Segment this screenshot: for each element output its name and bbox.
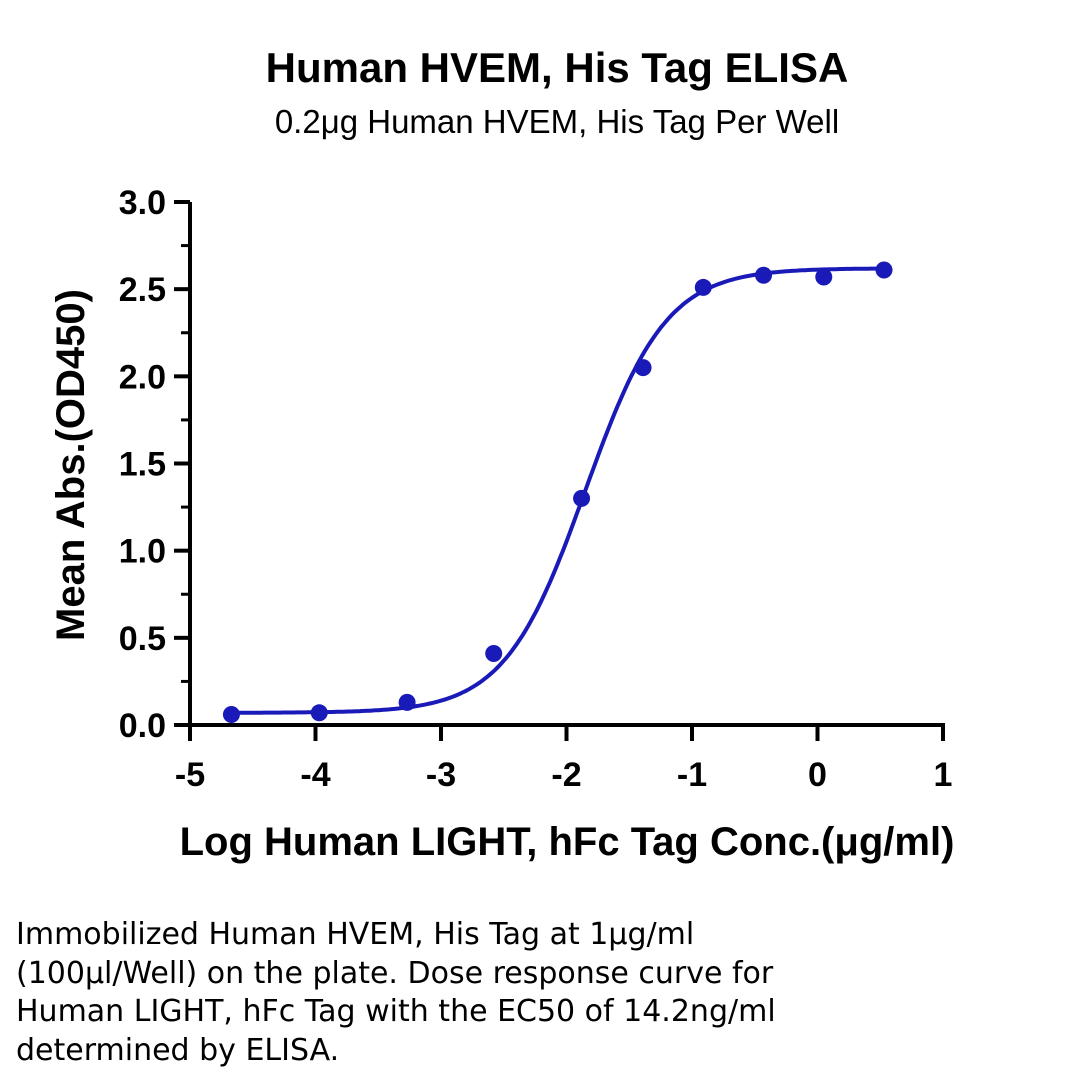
caption-line-3: Human LIGHT, hFc Tag with the EC50 of 14… xyxy=(16,994,776,1029)
data-point xyxy=(222,706,240,724)
caption: Immobilized Human HVEM, His Tag at 1μg/m… xyxy=(16,916,1046,1070)
data-point xyxy=(694,278,712,296)
x-axis-label: Log Human LIGHT, hFc Tag Conc.(μg/ml) xyxy=(180,820,955,864)
caption-line-4: determined by ELISA. xyxy=(16,1032,340,1068)
y-tick-label: 2.5 xyxy=(119,271,166,309)
fit-curve xyxy=(231,266,884,715)
data-point xyxy=(310,704,328,722)
y-tick-label: 1.0 xyxy=(119,533,166,571)
y-tick-label: 0.5 xyxy=(119,620,166,658)
y-tick-label: 3.0 xyxy=(119,184,166,222)
caption-line-2: (100μl/Well) on the plate. Dose response… xyxy=(16,955,774,991)
y-tick-label: 1.5 xyxy=(119,446,166,484)
elisa-chart: Human HVEM, His Tag ELISA 0.2μg Human HV… xyxy=(49,44,955,864)
data-point xyxy=(755,266,773,284)
data-point xyxy=(485,645,503,663)
data-point xyxy=(398,693,416,711)
x-tick-label: 1 xyxy=(934,756,953,794)
chart-subtitle: 0.2μg Human HVEM, His Tag Per Well xyxy=(275,103,839,140)
y-tick-label: 2.0 xyxy=(119,358,166,396)
x-tick-label: -2 xyxy=(551,756,581,794)
data-points xyxy=(222,261,893,724)
y-tick-label: 0.0 xyxy=(119,707,166,745)
caption-line-1: Immobilized Human HVEM, His Tag at 1μg/m… xyxy=(16,917,695,952)
chart-title: Human HVEM, His Tag ELISA xyxy=(266,44,849,91)
data-point xyxy=(815,268,833,286)
data-point xyxy=(573,489,591,507)
data-point xyxy=(634,359,652,377)
x-tick-label: -1 xyxy=(677,756,707,794)
y-axis-label: Mean Abs.(OD450) xyxy=(49,289,93,641)
axes: -5 -4 -3 -2 -1 0 1 0.0 0.5 1.0 1.5 2.0 2.5 3.0 xyxy=(119,184,953,794)
data-point xyxy=(875,261,893,279)
x-tick-label: -3 xyxy=(426,756,456,794)
x-tick-label: -5 xyxy=(175,756,205,794)
x-tick-label: 0 xyxy=(808,756,827,794)
x-tick-label: -4 xyxy=(300,756,330,794)
